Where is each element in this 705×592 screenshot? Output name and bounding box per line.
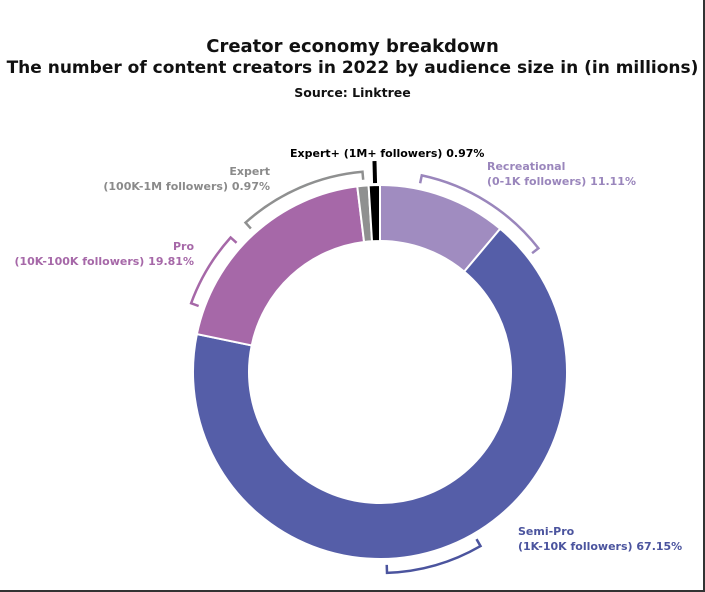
label-name: Recreational <box>487 160 566 173</box>
label-name: Expert <box>229 165 270 178</box>
label-pro: Pro (10K-100K followers) 19.81% <box>14 239 194 269</box>
label-range: (1K-10K followers) <box>518 540 633 553</box>
label-expert-plus: Expert+ (1M+ followers) 0.97% <box>290 146 484 161</box>
leader-bracket <box>418 173 541 255</box>
leader-bracket <box>189 235 238 308</box>
label-range: (100K-1M followers) <box>103 180 228 193</box>
leader-bracket <box>372 161 378 184</box>
label-value: 11.11% <box>590 175 636 188</box>
label-name: Expert+ <box>290 147 340 160</box>
label-range: (10K-100K followers) <box>14 255 145 268</box>
leader-bracket <box>385 538 483 575</box>
slice-pro <box>195 185 366 347</box>
label-value: 0.97% <box>231 180 270 193</box>
label-value: 0.97% <box>446 147 485 160</box>
label-semi-pro: Semi-Pro (1K-10K followers) 67.15% <box>518 524 682 554</box>
label-name: Pro <box>172 240 194 253</box>
label-range: (1M+ followers) <box>343 147 443 160</box>
label-value: 19.81% <box>148 255 194 268</box>
slice-expert-plus <box>367 183 381 243</box>
label-range: (0-1K followers) <box>487 175 587 188</box>
chart-subtitle: The number of content creators in 2022 b… <box>6 58 699 78</box>
leader-bracket <box>243 170 365 230</box>
label-recreational: Recreational (0-1K followers) 11.11% <box>487 159 636 189</box>
label-value: 67.15% <box>636 540 683 553</box>
slice-semi-pro <box>192 227 568 560</box>
chart-title: Creator economy breakdown <box>206 36 499 57</box>
label-expert: Expert (100K-1M followers) 0.97% <box>103 164 270 194</box>
chart-source: Source: Linktree <box>294 85 411 100</box>
label-name: Semi-Pro <box>518 525 575 538</box>
